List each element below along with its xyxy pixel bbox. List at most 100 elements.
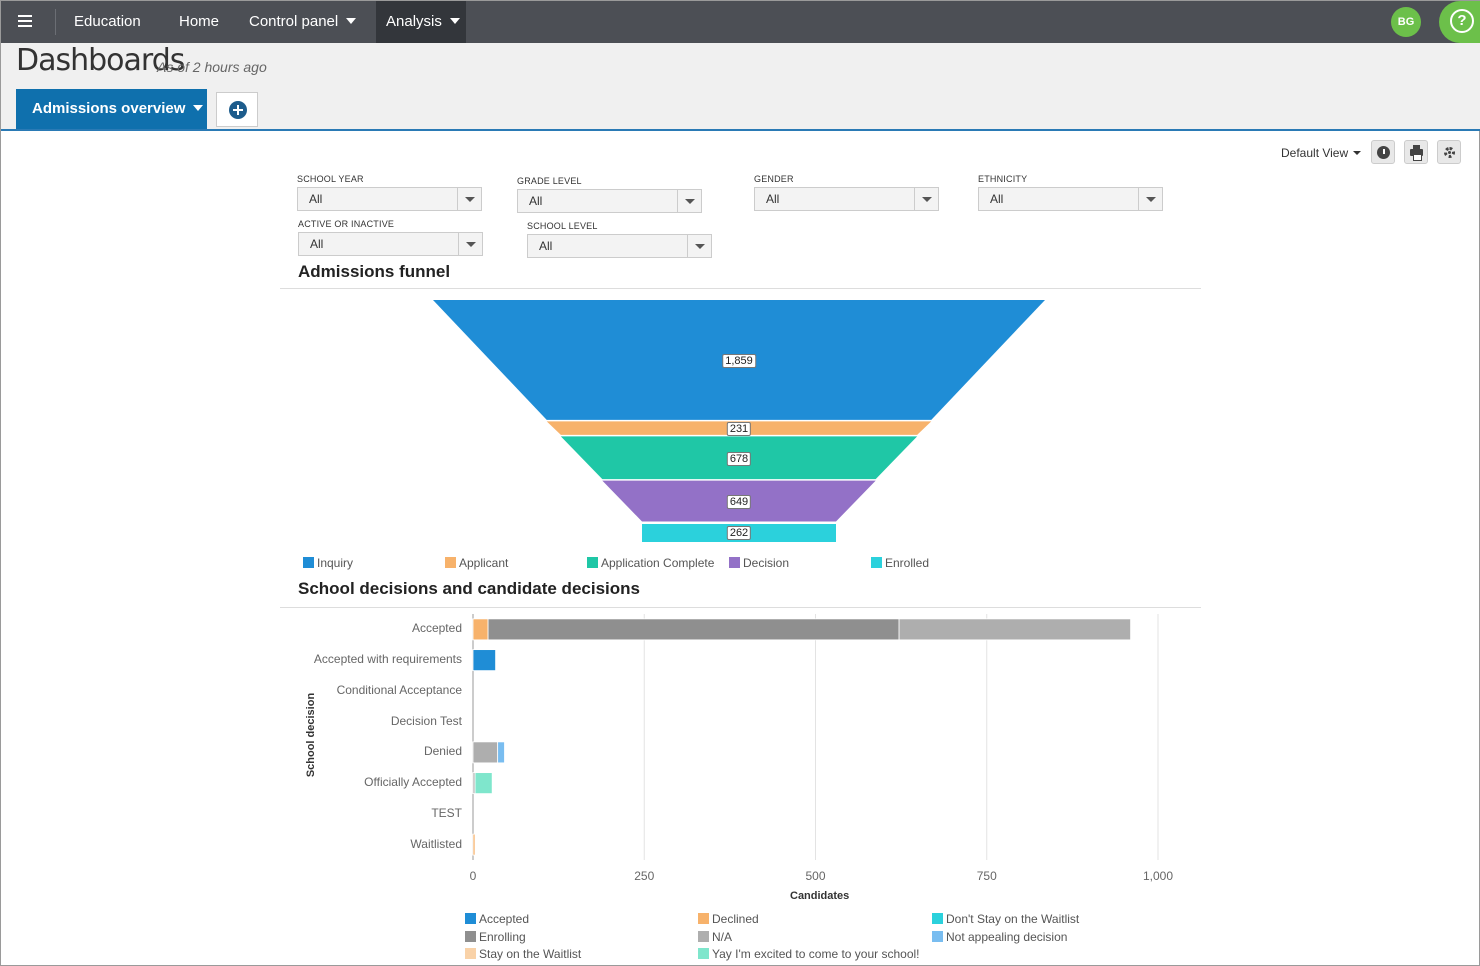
filter-value: All — [310, 237, 324, 251]
filter-gender[interactable]: All — [754, 187, 939, 211]
filter-active-inactive[interactable]: All — [298, 232, 483, 256]
settings-button[interactable] — [1437, 140, 1461, 164]
legend-item-declined[interactable]: Declined — [698, 912, 759, 926]
nav-brand[interactable]: Education — [74, 13, 141, 30]
x-tick-label: 0 — [469, 869, 477, 883]
legend-item-enrolling[interactable]: Enrolling — [465, 930, 526, 944]
legend-item-applicant[interactable]: Applicant — [445, 556, 508, 570]
legend-item-yay-i-m-excited-to-come-to-your-school[interactable]: Yay I'm excited to come to your school! — [698, 947, 920, 961]
bar-denied-n-a[interactable] — [472, 741, 499, 764]
chevron-down-icon — [687, 235, 711, 257]
legend-label: Decision — [743, 556, 790, 570]
view-selector[interactable]: Default View — [1281, 146, 1362, 160]
view-selector-label: Default View — [1281, 146, 1349, 160]
printer-icon — [1410, 145, 1423, 161]
filter-value: All — [529, 194, 543, 208]
legend-item-enrolled[interactable]: Enrolled — [871, 556, 929, 570]
legend-label: Stay on the Waitlist — [479, 947, 582, 961]
help-button[interactable]: ? — [1439, 1, 1480, 43]
section-divider — [280, 607, 1201, 608]
legend-item-don-t-stay-on-the-waitlist[interactable]: Don't Stay on the Waitlist — [932, 912, 1079, 926]
legend-swatch — [465, 913, 476, 924]
bar-accepted-n-a[interactable] — [898, 618, 1132, 641]
chevron-down-icon — [914, 188, 938, 210]
plus-circle-icon — [229, 101, 247, 119]
category-label: Waitlisted — [410, 836, 462, 851]
nav-divider — [55, 9, 56, 35]
legend-item-decision[interactable]: Decision — [729, 556, 789, 570]
filter-label-active-inactive: ACTIVE OR INACTIVE — [298, 219, 395, 229]
filter-school-level[interactable]: All — [527, 234, 712, 258]
x-tick-label: 500 — [805, 869, 826, 883]
legend-swatch — [932, 913, 943, 924]
bar-waitlisted-declined[interactable] — [472, 833, 476, 856]
bar-officially-accepted-n-a[interactable] — [472, 772, 476, 795]
filter-school-year[interactable]: All — [297, 187, 482, 211]
filter-label-ethnicity: ETHNICITY — [978, 174, 1028, 184]
x-tick-label: 1,000 — [1142, 869, 1174, 883]
legend-label: Declined — [712, 912, 759, 926]
bar-accepted-with-requirements-accepted[interactable] — [472, 649, 497, 672]
legend-swatch — [932, 930, 943, 942]
page-header: Dashboards As of 2 hours ago Admissions … — [1, 43, 1480, 131]
filter-value: All — [990, 192, 1004, 206]
avatar[interactable]: BG — [1391, 7, 1421, 37]
legend-item-inquiry[interactable]: Inquiry — [303, 556, 353, 570]
filter-label-school-year: SCHOOL YEAR — [297, 174, 364, 184]
category-label: Conditional Acceptance — [336, 682, 462, 697]
category-label: Decision Test — [390, 713, 462, 728]
menu-icon[interactable] — [18, 12, 38, 32]
add-dashboard-button[interactable] — [216, 92, 258, 127]
funnel-value-label: 1,859 — [722, 353, 756, 368]
category-label: TEST — [431, 805, 462, 820]
legend-label: Applicant — [459, 556, 509, 570]
chevron-down-icon — [677, 190, 701, 212]
legend-swatch — [465, 948, 476, 959]
decisions-section-title: School decisions and candidate decisions — [298, 579, 640, 598]
legend-item-n-a[interactable]: N/A — [698, 930, 732, 944]
chevron-down-icon — [1138, 188, 1162, 210]
help-icon: ? — [1450, 9, 1474, 33]
legend-swatch — [698, 948, 709, 959]
y-axis-title: School decision — [305, 692, 318, 778]
print-button[interactable] — [1404, 140, 1428, 164]
legend-item-not-appealing-decision[interactable]: Not appealing decision — [932, 930, 1067, 944]
bar-officially-accepted-yay-i-m-excited-to-come-to-your-school[interactable] — [474, 772, 493, 795]
legend-item-accepted[interactable]: Accepted — [465, 912, 529, 926]
legend-swatch — [871, 557, 882, 568]
legend-swatch — [729, 557, 740, 568]
filter-grade-level[interactable]: All — [517, 189, 702, 213]
nav-item-control-panel[interactable]: Control panel — [249, 1, 357, 43]
legend-swatch — [445, 557, 456, 568]
legend-item-stay-on-the-waitlist[interactable]: Stay on the Waitlist — [465, 947, 581, 961]
filter-ethnicity[interactable]: All — [978, 187, 1163, 211]
funnel-value-label: 678 — [726, 451, 752, 466]
nav-item-analysis[interactable]: Analysis — [376, 1, 466, 43]
nav-item-home[interactable]: Home — [179, 1, 219, 43]
legend-swatch — [698, 930, 709, 942]
legend-item-application-complete[interactable]: Application Complete — [587, 556, 714, 570]
legend-label: Enrolling — [479, 929, 526, 944]
filter-label-gender: GENDER — [754, 174, 794, 184]
tab-admissions-overview[interactable]: Admissions overview — [16, 89, 207, 129]
legend-label: Inquiry — [317, 556, 354, 570]
history-button[interactable] — [1371, 140, 1395, 164]
filter-value: All — [309, 192, 323, 206]
chevron-down-icon — [1353, 151, 1362, 155]
category-label: Denied — [423, 744, 462, 759]
bar-accepted-enrolling[interactable] — [487, 618, 900, 641]
legend-label: Accepted — [479, 912, 530, 926]
funnel-value-label: 231 — [726, 421, 752, 436]
filter-label-school-level: SCHOOL LEVEL — [527, 221, 598, 231]
filter-label-grade-level: GRADE LEVEL — [517, 176, 582, 186]
clock-icon — [1377, 146, 1390, 159]
bar-accepted-declined[interactable] — [472, 618, 489, 641]
category-label: Officially Accepted — [364, 775, 462, 790]
legend-label: Don't Stay on the Waitlist — [946, 912, 1080, 926]
chevron-down-icon — [193, 105, 204, 111]
legend-swatch — [303, 557, 314, 568]
bar-denied-not-appealing-decision[interactable] — [497, 741, 505, 764]
nav-item-analysis-label: Analysis — [386, 13, 442, 30]
